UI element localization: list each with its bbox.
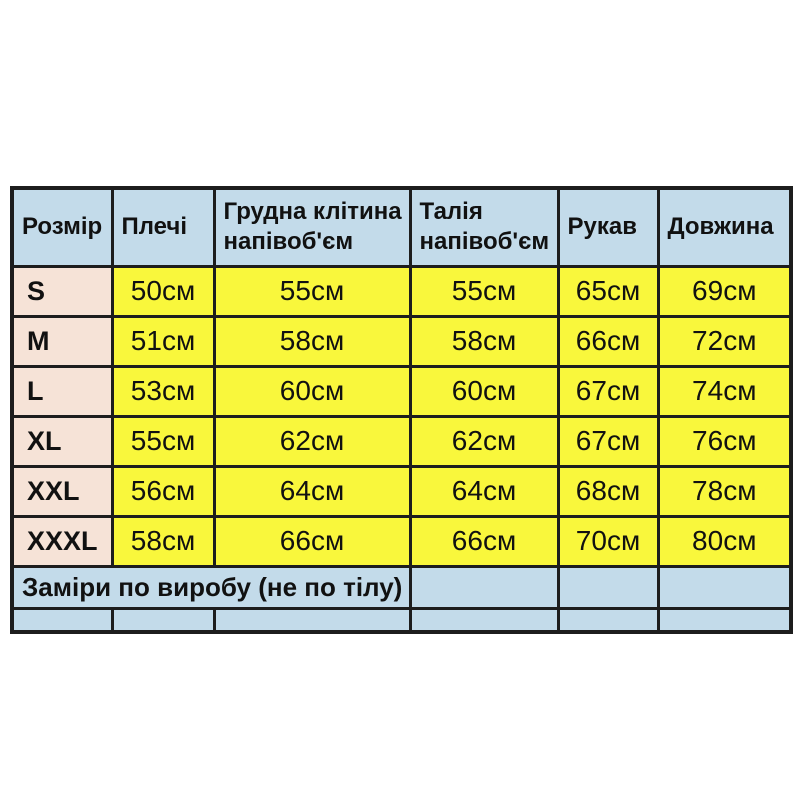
value-cell: 69см — [656, 264, 793, 318]
empty-cell — [212, 606, 412, 634]
empty-cell — [656, 564, 793, 610]
value-cell: 60см — [212, 364, 412, 418]
value-cell: 74см — [656, 364, 793, 418]
measurement-note: Заміри по виробу (не по тілу) — [10, 564, 412, 610]
value-cell: 55см — [110, 414, 216, 468]
value-cell: 58см — [110, 514, 216, 568]
value-cell: 66см — [408, 514, 560, 568]
value-cell: 65см — [556, 264, 660, 318]
table-row-s: S 50см 55см 55см 65см 69см — [10, 264, 793, 318]
value-cell: 70см — [556, 514, 660, 568]
value-cell: 62см — [408, 414, 560, 468]
size-label: XXXL — [10, 514, 114, 568]
value-cell: 55см — [212, 264, 412, 318]
table-row-xl: XL 55см 62см 62см 67см 76см — [10, 414, 793, 468]
value-cell: 68см — [556, 464, 660, 518]
size-label: S — [10, 264, 114, 318]
measurement-note-row: Заміри по виробу (не по тілу) — [10, 564, 793, 610]
value-cell: 53см — [110, 364, 216, 418]
empty-cell — [10, 606, 114, 634]
header-sleeve: Рукав — [556, 186, 660, 268]
value-cell: 76см — [656, 414, 793, 468]
value-cell: 50см — [110, 264, 216, 318]
table-row-xxxl: XXXL 58см 66см 66см 70см 80см — [10, 514, 793, 568]
value-cell: 60см — [408, 364, 560, 418]
value-cell: 51см — [110, 314, 216, 368]
header-shoulders: Плечі — [110, 186, 216, 268]
value-cell: 56см — [110, 464, 216, 518]
value-cell: 58см — [212, 314, 412, 368]
header-size: Розмір — [10, 186, 114, 268]
value-cell: 64см — [212, 464, 412, 518]
value-cell: 80см — [656, 514, 793, 568]
header-length: Довжина — [656, 186, 793, 268]
value-cell: 58см — [408, 314, 560, 368]
size-label: M — [10, 314, 114, 368]
empty-cell — [408, 564, 560, 610]
table-row-xxl: XXL 56см 64см 64см 68см 78см — [10, 464, 793, 518]
value-cell: 55см — [408, 264, 560, 318]
header-chest-half-girth: Грудна клітина напівоб'єм — [212, 186, 412, 268]
empty-cell — [110, 606, 216, 634]
value-cell: 67см — [556, 364, 660, 418]
value-cell: 66см — [212, 514, 412, 568]
value-cell: 67см — [556, 414, 660, 468]
size-label: XXL — [10, 464, 114, 518]
table-row-m: M 51см 58см 58см 66см 72см — [10, 314, 793, 368]
size-label: L — [10, 364, 114, 418]
value-cell: 62см — [212, 414, 412, 468]
empty-cell — [556, 606, 660, 634]
header-waist-half-girth: Талія напівоб'єм — [408, 186, 560, 268]
value-cell: 78см — [656, 464, 793, 518]
empty-bottom-row — [10, 606, 793, 634]
size-label: XL — [10, 414, 114, 468]
value-cell: 72см — [656, 314, 793, 368]
empty-cell — [408, 606, 560, 634]
size-chart-table: Розмір Плечі Грудна клітина напівоб'єм Т… — [10, 186, 793, 634]
empty-cell — [556, 564, 660, 610]
empty-cell — [656, 606, 793, 634]
value-cell: 64см — [408, 464, 560, 518]
table-header-row: Розмір Плечі Грудна клітина напівоб'єм Т… — [10, 186, 793, 268]
table-row-l: L 53см 60см 60см 67см 74см — [10, 364, 793, 418]
value-cell: 66см — [556, 314, 660, 368]
